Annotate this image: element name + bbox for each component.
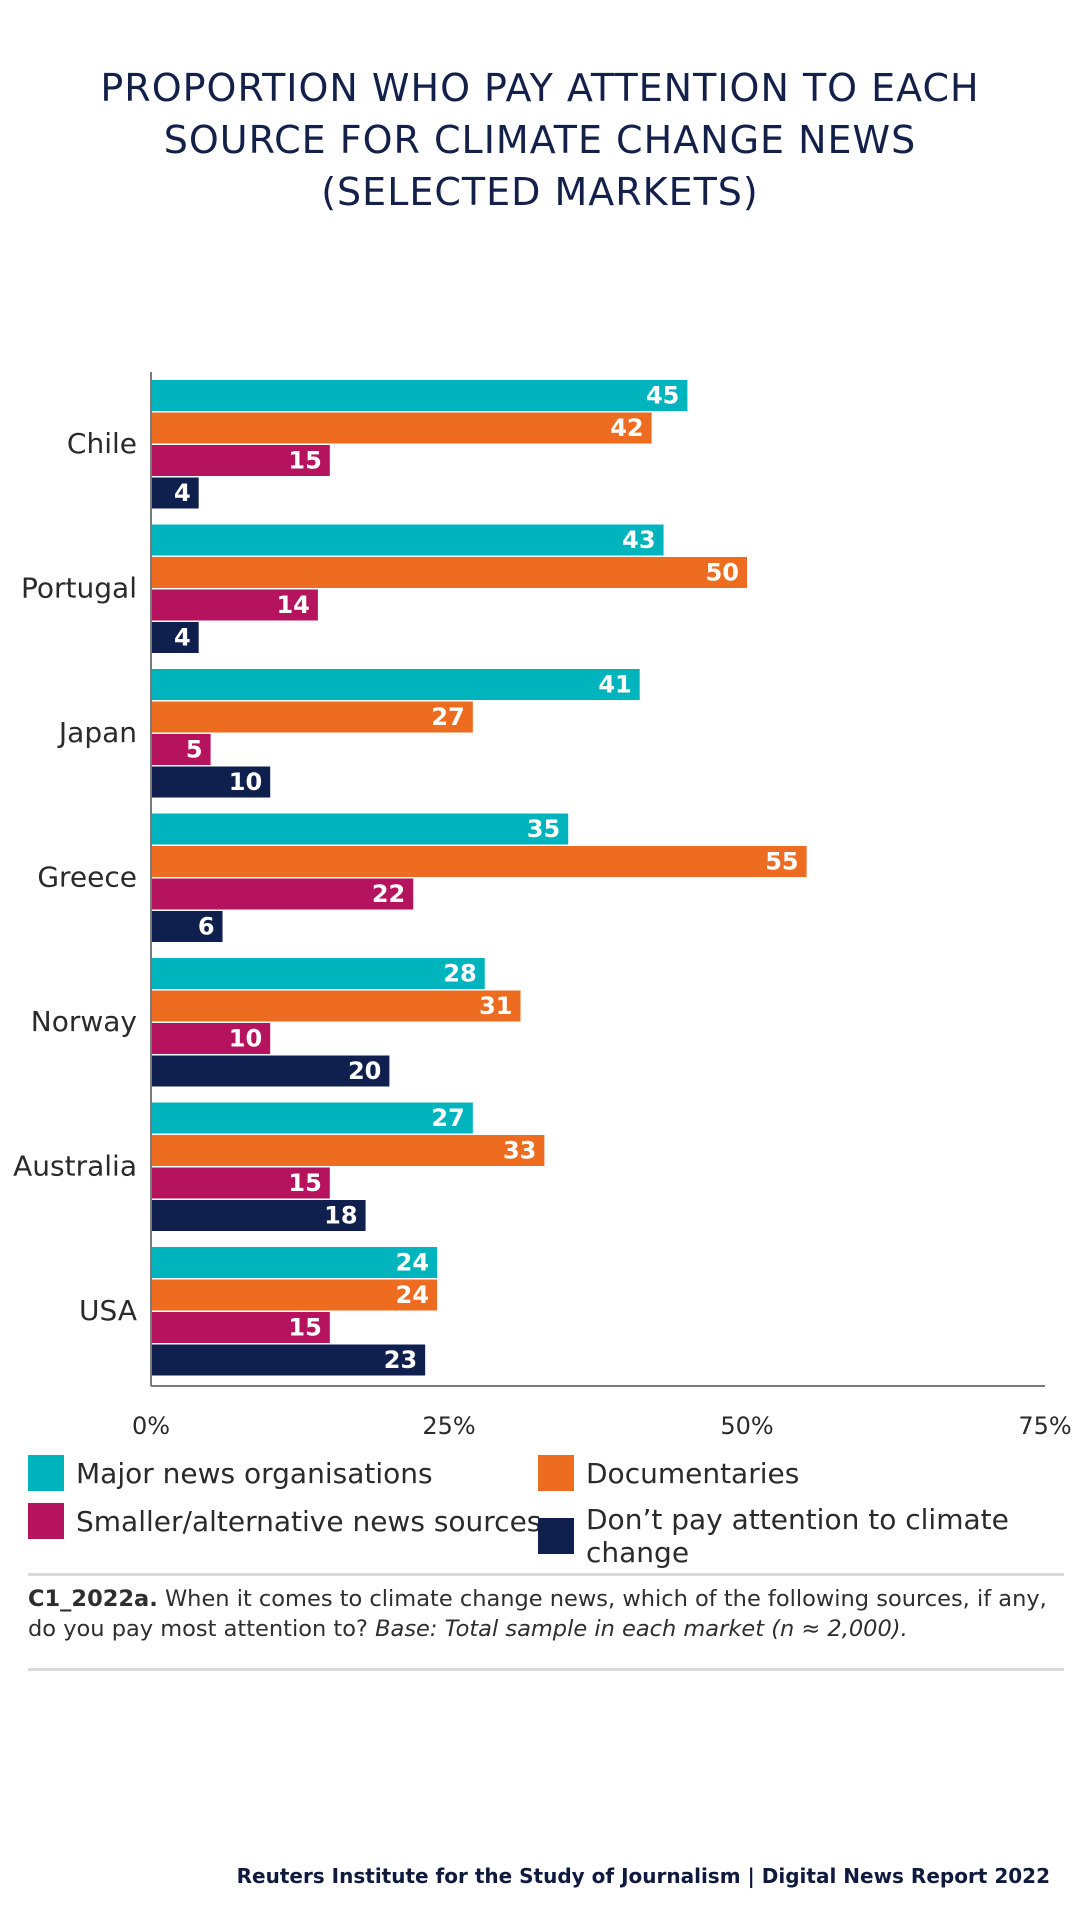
data-label-norway-series-4: 20 xyxy=(348,1057,381,1085)
bar-chile-series-3 xyxy=(151,445,330,476)
category-label-greece: Greece xyxy=(37,861,137,894)
category-label-australia: Australia xyxy=(13,1150,137,1183)
category-label-norway: Norway xyxy=(31,1005,137,1038)
bar-greece-series-1 xyxy=(151,813,569,845)
bar-japan-series-3 xyxy=(151,734,211,765)
data-label-portugal-series-3: 14 xyxy=(276,591,309,619)
legend-item-1: Major news organisations xyxy=(28,1455,433,1491)
data-label-usa-series-1: 24 xyxy=(396,1249,429,1277)
legend-label-1: Major news organisations xyxy=(76,1456,433,1490)
x-tick-label-1: 0% xyxy=(132,1412,170,1440)
footer-credit: Reuters Institute for the Study of Journ… xyxy=(236,1864,1050,1888)
bar-usa-series-1 xyxy=(151,1247,438,1278)
data-label-greece-series-2: 55 xyxy=(765,848,798,876)
legend-swatch-1 xyxy=(28,1455,64,1491)
bar-australia-series-4 xyxy=(151,1200,366,1231)
survey-question-code: C1_2022a. xyxy=(28,1586,158,1612)
divider-bottom xyxy=(28,1668,1064,1671)
legend-label-4: Don’t pay attention to climate change xyxy=(586,1503,1009,1569)
legend-item-3: Smaller/alternative news sources xyxy=(28,1503,541,1539)
bar-greece-series-3 xyxy=(151,878,414,910)
data-label-usa-series-4: 23 xyxy=(384,1346,417,1374)
legend-item-4: Don’t pay attention to climate change xyxy=(538,1503,1068,1569)
chart-title-line-3: (SELECTED MARKETS) xyxy=(321,170,759,214)
bar-australia-series-3 xyxy=(151,1167,330,1199)
data-label-norway-series-2: 31 xyxy=(479,992,512,1020)
bar-japan-series-4 xyxy=(151,766,271,798)
category-label-japan: Japan xyxy=(57,716,137,749)
category-label-chile: Chile xyxy=(67,427,137,460)
legend-label-3: Smaller/alternative news sources xyxy=(76,1504,542,1538)
data-label-chile-series-2: 42 xyxy=(610,414,643,442)
legend-swatch-3 xyxy=(28,1503,64,1539)
bar-portugal-series-1 xyxy=(151,524,664,556)
bar-chile-series-4 xyxy=(151,477,199,509)
data-label-australia-series-1: 27 xyxy=(431,1104,464,1132)
bar-japan-series-1 xyxy=(151,669,640,700)
data-label-chile-series-4: 4 xyxy=(174,479,191,507)
bar-chile-series-2 xyxy=(151,412,652,444)
legend-label-2: Documentaries xyxy=(586,1456,800,1490)
data-label-chile-series-3: 15 xyxy=(288,447,321,475)
x-tick-label-3: 50% xyxy=(720,1412,773,1440)
bar-greece-series-2 xyxy=(151,846,807,877)
bar-norway-series-4 xyxy=(151,1055,390,1087)
data-label-norway-series-3: 10 xyxy=(229,1025,262,1053)
chart-legend: Major news organisations Documentaries Sma… xyxy=(28,1455,1068,1569)
data-label-usa-series-3: 15 xyxy=(288,1314,321,1342)
survey-note: C1_2022a. When it comes to climate chang… xyxy=(28,1584,1058,1644)
data-label-australia-series-2: 33 xyxy=(503,1137,536,1165)
survey-question-text: When it comes to climate change news, wh… xyxy=(28,1586,1047,1642)
bar-usa-series-4 xyxy=(151,1344,426,1376)
data-label-japan-series-2: 27 xyxy=(431,703,464,731)
survey-base-text: Base: Total sample in each market (n ≈ 2… xyxy=(375,1616,908,1642)
category-label-usa: USA xyxy=(79,1294,137,1327)
data-label-usa-series-2: 24 xyxy=(396,1281,429,1309)
data-label-japan-series-1: 41 xyxy=(598,671,631,699)
data-label-chile-series-1: 45 xyxy=(646,382,679,410)
bar-norway-series-3 xyxy=(151,1023,271,1054)
x-tick-label-2: 25% xyxy=(422,1412,475,1440)
data-label-australia-series-3: 15 xyxy=(288,1169,321,1197)
chart-title-line-1: PROPORTION WHO PAY ATTENTION TO EACH xyxy=(100,66,980,110)
data-label-japan-series-4: 10 xyxy=(229,768,262,796)
legend-item-2: Documentaries xyxy=(538,1455,799,1491)
x-tick-label-4: 75% xyxy=(1018,1412,1071,1440)
data-label-portugal-series-4: 4 xyxy=(174,624,191,652)
bar-australia-series-2 xyxy=(151,1135,545,1166)
data-label-greece-series-1: 35 xyxy=(527,815,560,843)
chart-title-line-2: SOURCE FOR CLIMATE CHANGE NEWS xyxy=(163,118,917,162)
bar-greece-series-4 xyxy=(151,911,223,942)
data-label-norway-series-1: 28 xyxy=(443,960,476,988)
data-label-portugal-series-2: 50 xyxy=(706,559,739,587)
bar-portugal-series-2 xyxy=(151,557,747,588)
bar-portugal-series-4 xyxy=(151,622,199,653)
bar-usa-series-3 xyxy=(151,1312,330,1343)
bar-norway-series-2 xyxy=(151,990,521,1022)
category-label-portugal: Portugal xyxy=(21,572,137,605)
bar-portugal-series-3 xyxy=(151,589,318,621)
data-label-japan-series-3: 5 xyxy=(186,736,203,764)
data-label-australia-series-4: 18 xyxy=(324,1202,357,1230)
bar-chile-series-1 xyxy=(151,380,688,411)
divider-top xyxy=(28,1573,1064,1576)
bar-norway-series-1 xyxy=(151,958,485,989)
data-label-greece-series-4: 6 xyxy=(198,913,215,941)
legend-swatch-2 xyxy=(538,1455,574,1491)
bar-australia-series-1 xyxy=(151,1102,473,1134)
bar-japan-series-2 xyxy=(151,701,473,733)
bar-usa-series-2 xyxy=(151,1279,438,1311)
chart-title: PROPORTION WHO PAY ATTENTION TO EACH SOU… xyxy=(60,62,1020,218)
data-label-greece-series-3: 22 xyxy=(372,880,405,908)
data-label-portugal-series-1: 43 xyxy=(622,526,655,554)
legend-swatch-4 xyxy=(538,1518,574,1554)
